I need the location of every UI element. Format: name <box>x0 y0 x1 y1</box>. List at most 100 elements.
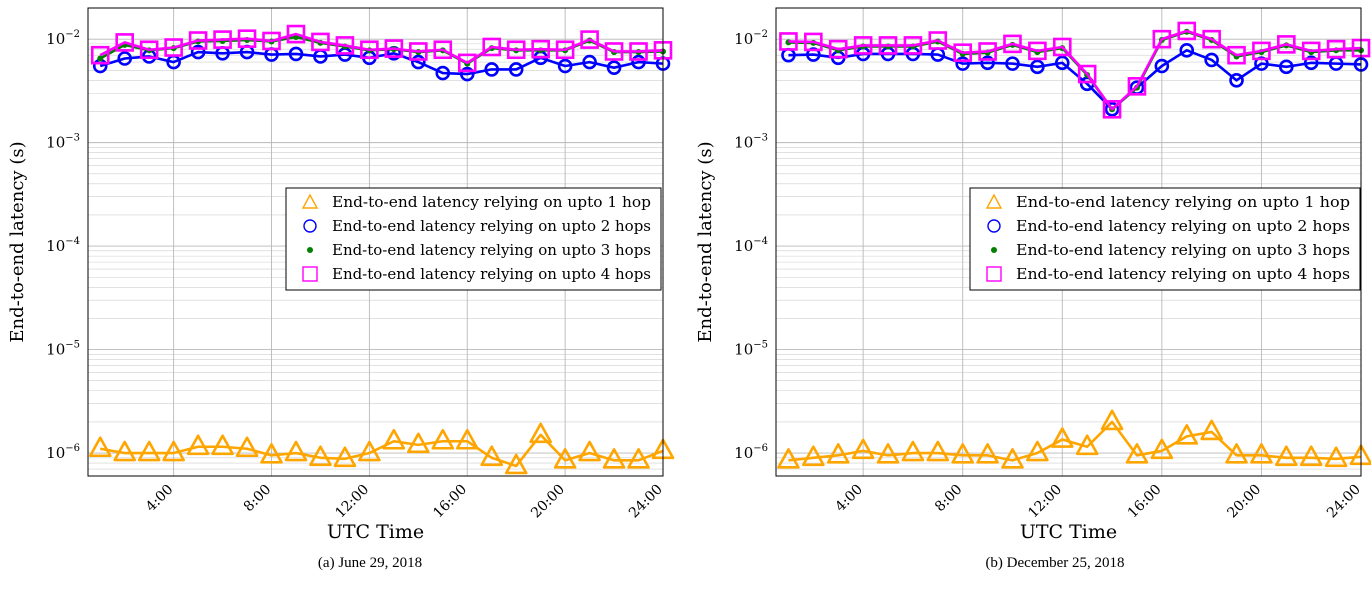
data-point-hop4 <box>1127 77 1147 96</box>
data-point-hop2 <box>631 54 646 70</box>
data-point-hop4 <box>482 37 502 57</box>
figure: 10−6 10−5 10−4 10−3 10−2 4:00 8:00 12:00 16:00 20… <box>7 7 1371 543</box>
data-point-hop1 <box>260 443 283 464</box>
y-tick-label: 10−4 <box>734 236 768 255</box>
data-point-hop2 <box>117 51 133 66</box>
x-tick-label: 12:00 <box>332 482 372 522</box>
y-tick-label: 10−6 <box>46 443 80 462</box>
data-point-hop1 <box>186 434 210 456</box>
data-point-hop4 <box>804 32 823 52</box>
data-point-hop4 <box>531 39 550 59</box>
data-point-hop1 <box>88 436 112 458</box>
data-point-hop1 <box>553 448 577 469</box>
data-point-hop1 <box>976 443 999 464</box>
data-point-hop4 <box>1102 99 1122 119</box>
y-axis-label: End-to-end latency (s) <box>695 141 716 342</box>
series-hop2 <box>92 44 671 82</box>
data-point-hop1 <box>802 445 825 467</box>
data-point-hop2 <box>1054 55 1070 71</box>
data-point-hop1 <box>627 448 650 469</box>
data-point-hop1 <box>162 440 185 462</box>
data-point-hop1 <box>1275 445 1298 467</box>
x-tick-label: 8:00 <box>241 482 275 516</box>
data-point-hop2 <box>1179 43 1195 58</box>
x-axis-label: UTC Time <box>327 521 424 543</box>
data-point-hop4 <box>115 33 135 52</box>
legend-label-hop3: End-to-end latency relying on upto 3 hop… <box>1016 243 1350 259</box>
data-point-hop1 <box>211 434 234 456</box>
data-point-hop1 <box>777 448 800 469</box>
x-tick-label: 4:00 <box>143 482 177 516</box>
data-point-hop4 <box>878 36 898 55</box>
data-point-hop1 <box>407 432 430 454</box>
x-tick-label: 16:00 <box>430 482 470 522</box>
data-point-hop1 <box>1250 443 1273 464</box>
data-point-hop4 <box>853 36 873 55</box>
data-point-hop2 <box>582 54 597 70</box>
data-point-hop2 <box>1005 56 1020 71</box>
legend-label-hop3: End-to-end latency relying on upto 3 hop… <box>332 243 651 259</box>
data-point-hop1 <box>1324 446 1348 468</box>
x-tick-label: 24:00 <box>626 482 666 522</box>
data-point-hop2 <box>508 62 524 77</box>
x-tick-label: 4:00 <box>832 482 866 516</box>
legend-marker-hop1 <box>301 193 319 209</box>
y-tick-label: 10−2 <box>734 29 768 48</box>
series-hop1 <box>777 409 1371 469</box>
data-point-hop4 <box>237 29 257 49</box>
data-point-hop1 <box>1200 419 1223 441</box>
data-point-hop4 <box>1077 64 1097 84</box>
data-point-hop4 <box>1028 41 1047 61</box>
data-point-hop4 <box>286 24 306 44</box>
data-point-hop4 <box>1227 45 1246 65</box>
y-tick-label: 10−2 <box>46 29 80 48</box>
data-point-hop2 <box>955 56 971 71</box>
legend-marker-hop1 <box>985 193 1003 209</box>
data-point-hop2 <box>557 58 573 74</box>
data-point-hop4 <box>1277 35 1296 54</box>
data-point-hop1 <box>309 445 332 467</box>
data-point-hop1 <box>504 453 528 475</box>
data-point-hop4 <box>1326 39 1346 59</box>
data-point-hop2 <box>1154 58 1170 74</box>
y-tick-label: 10−6 <box>734 443 768 462</box>
legend-marker-hop2 <box>303 219 317 233</box>
data-point-hop4 <box>457 53 477 73</box>
data-point-hop4 <box>828 39 848 59</box>
data-point-hop4 <box>580 30 599 49</box>
data-point-hop4 <box>1052 37 1072 57</box>
data-point-hop2 <box>459 66 475 82</box>
data-point-hop1 <box>826 443 850 464</box>
data-point-hop2 <box>606 60 622 75</box>
data-point-hop2 <box>1279 59 1294 75</box>
chart-panel-b: 10−6 10−5 10−4 10−3 10−2 4:00 8:00 12:00 16:00 20… <box>695 7 1371 543</box>
data-point-hop1 <box>431 428 455 450</box>
data-point-hop1 <box>851 438 875 460</box>
legend-box <box>285 187 662 291</box>
data-point-hop4 <box>1152 29 1172 49</box>
data-point-hop2 <box>435 65 451 81</box>
data-point-hop4 <box>953 43 973 62</box>
data-point-hop1 <box>1299 445 1323 467</box>
legend-label-hop4: End-to-end latency relying on upto 4 hop… <box>332 267 651 283</box>
data-point-hop2 <box>288 46 304 62</box>
data-point-hop4 <box>164 38 183 57</box>
series-line-hop1 <box>788 420 1362 462</box>
caption-a: (a) June 29, 2018 <box>317 555 423 571</box>
legend-box <box>969 187 1361 291</box>
data-point-hop4 <box>335 36 355 55</box>
data-point-hop4 <box>555 40 575 60</box>
data-point-hop4 <box>604 42 624 61</box>
series-hop1 <box>88 422 675 475</box>
data-point-hop4 <box>978 42 997 61</box>
x-tick-label: 16:00 <box>1125 482 1165 522</box>
caption-b: (b) December 25, 2018 <box>985 555 1125 571</box>
data-point-hop4 <box>629 42 648 61</box>
data-point-hop4 <box>384 39 404 58</box>
series-line-hop2 <box>99 50 664 76</box>
data-point-hop2 <box>190 44 206 60</box>
data-point-hop1 <box>901 440 925 462</box>
data-point-hop4 <box>928 31 948 50</box>
legend-label-hop2: End-to-end latency relying on upto 2 hop… <box>332 219 651 235</box>
data-point-hop2 <box>484 62 500 77</box>
